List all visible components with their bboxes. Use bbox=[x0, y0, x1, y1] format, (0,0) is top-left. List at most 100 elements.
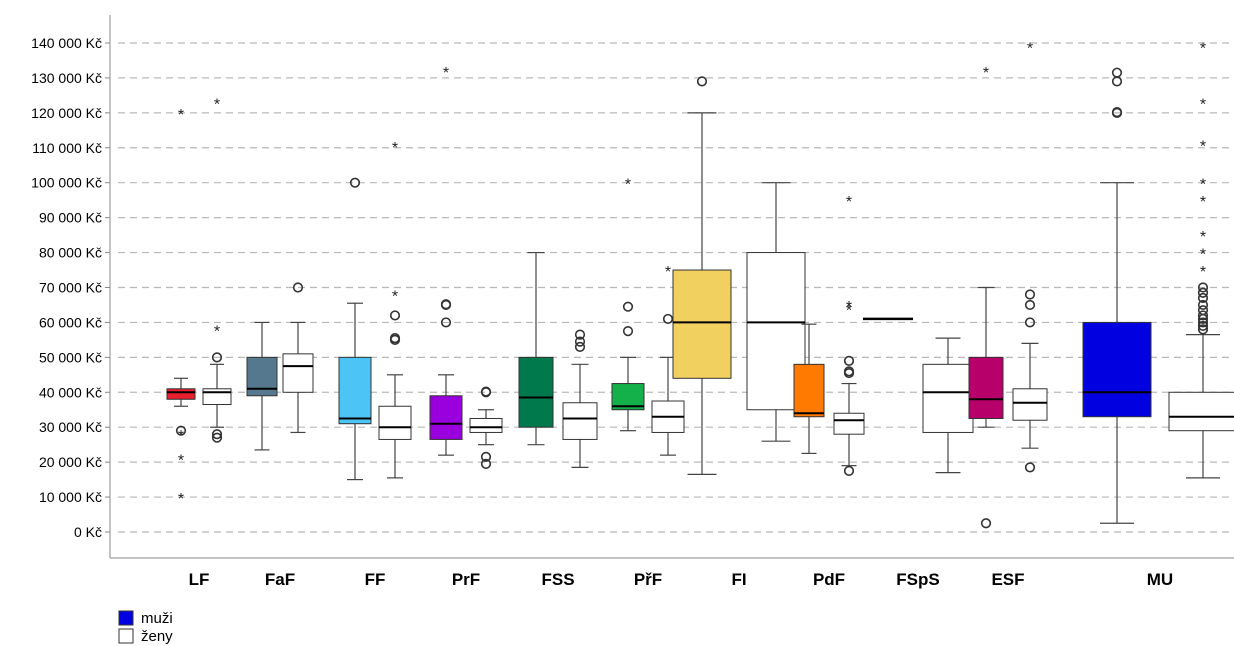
box-PrF-muzi bbox=[429, 395, 463, 440]
box-FI-muzi bbox=[672, 269, 732, 379]
y-tick-label: 10 000 Kč bbox=[39, 489, 102, 505]
box-FaF-zeny bbox=[282, 353, 314, 393]
outlier-PřF-muzi bbox=[622, 301, 634, 312]
y-tick-label: 80 000 Kč bbox=[39, 245, 102, 261]
extreme-MU-zeny: * bbox=[1200, 194, 1206, 211]
outlier-FF-zeny bbox=[389, 333, 401, 344]
extreme-LF-muzi: * bbox=[178, 107, 184, 124]
box-FSpS-zeny bbox=[922, 363, 974, 433]
y-tick-label: 90 000 Kč bbox=[39, 210, 102, 226]
legend-swatch bbox=[118, 628, 134, 644]
box-PrF-zeny bbox=[469, 417, 503, 433]
extreme-MU-zeny: * bbox=[1200, 40, 1206, 57]
x-tick-label: PdF bbox=[813, 570, 845, 589]
extreme-PdF-zeny: * bbox=[846, 194, 852, 211]
extreme-PřF-zeny: * bbox=[665, 264, 671, 281]
y-tick-label: 20 000 Kč bbox=[39, 454, 102, 470]
extreme-PřF-muzi: * bbox=[625, 177, 631, 194]
outlier-PrF-zeny bbox=[480, 451, 492, 463]
extreme-MU-zeny: * bbox=[1200, 229, 1206, 246]
outlier-FSS-zeny bbox=[574, 341, 586, 352]
outlier-ESF-zeny bbox=[1024, 317, 1036, 328]
outlier-FF-zeny bbox=[389, 310, 401, 321]
box-FF-muzi bbox=[338, 356, 372, 425]
x-tick-label: FaF bbox=[265, 570, 295, 589]
box-LF-muzi bbox=[166, 388, 196, 400]
outlier-ESF-muzi bbox=[980, 518, 992, 529]
y-tick-label: 30 000 Kč bbox=[39, 419, 102, 435]
outlier-PřF-zeny bbox=[662, 313, 674, 325]
outlier-LF-muzi bbox=[175, 425, 187, 436]
outlier-MU-zeny bbox=[1197, 282, 1209, 293]
box-FSS-zeny bbox=[562, 402, 598, 440]
outlier-PrF-muzi bbox=[440, 299, 452, 310]
x-axis: LF FaF FF PrF FSS PřF FI PdF FSpS ESF MU bbox=[189, 570, 1174, 589]
outlier-FF-muzi bbox=[349, 177, 361, 188]
extreme-LF-muzi: * bbox=[178, 428, 184, 445]
x-tick-label: FF bbox=[365, 570, 386, 589]
extreme-PrF-muzi: * bbox=[443, 65, 449, 82]
extreme-MU-zeny: * bbox=[1200, 96, 1206, 113]
x-tick-label: FI bbox=[731, 570, 746, 589]
legend-label: muži bbox=[141, 610, 173, 627]
box-FF-zeny bbox=[378, 405, 412, 440]
extreme-FF-zeny: * bbox=[392, 140, 398, 157]
x-tick-label: PřF bbox=[634, 570, 662, 589]
extreme-FF-zeny: * bbox=[392, 288, 398, 305]
outlier-PřF-muzi bbox=[622, 326, 634, 337]
outlier-MU-zeny bbox=[1197, 320, 1209, 332]
extreme-MU-zeny: * bbox=[1200, 247, 1206, 264]
box-MU-muzi bbox=[1082, 321, 1152, 418]
box-PdF-muzi bbox=[793, 363, 825, 418]
extreme-LF-muzi: * bbox=[178, 453, 184, 470]
x-tick-label: MU bbox=[1147, 570, 1173, 589]
x-tick-label: FSS bbox=[541, 570, 574, 589]
box-ESF-muzi bbox=[968, 356, 1004, 419]
box-PdF-zeny bbox=[833, 412, 865, 435]
outlier-LF-zeny bbox=[211, 429, 223, 440]
outlier-MU-zeny bbox=[1197, 324, 1209, 335]
extreme-ESF-zeny: * bbox=[1027, 40, 1033, 57]
outlier-PdF-zeny bbox=[843, 465, 855, 476]
y-tick-label: 0 Kč bbox=[74, 524, 102, 540]
outlier-MU-zeny bbox=[1197, 310, 1209, 321]
y-axis: 0 Kč 10 000 Kč 20 000 Kč 30 000 Kč 40 000 Kč… bbox=[31, 35, 110, 540]
box-FSS-muzi bbox=[518, 356, 554, 428]
outlier-MU-zeny bbox=[1197, 305, 1209, 316]
outlier-PdF-zeny bbox=[843, 355, 855, 366]
box-FaF-muzi bbox=[246, 356, 278, 397]
x-tick-label: LF bbox=[189, 570, 210, 589]
x-tick-label: ESF bbox=[991, 570, 1024, 589]
y-tick-label: 40 000 Kč bbox=[39, 384, 102, 400]
y-tick-label: 110 000 Kč bbox=[32, 140, 102, 156]
extreme-LF-zeny: * bbox=[214, 96, 220, 113]
boxes: ************************ bbox=[166, 40, 1234, 529]
extreme-PdF-zeny: * bbox=[846, 299, 852, 316]
x-tick-label: FSpS bbox=[896, 570, 939, 589]
outlier-MU-muzi bbox=[1111, 67, 1123, 78]
outlier-FaF-zeny bbox=[292, 282, 304, 293]
legend-label: ženy bbox=[141, 628, 173, 645]
outlier-LF-zeny bbox=[211, 432, 223, 443]
outlier-FI-muzi bbox=[696, 76, 708, 87]
outlier-LF-zeny bbox=[211, 352, 223, 363]
outlier-ESF-zeny bbox=[1024, 299, 1036, 311]
box-ESF-zeny bbox=[1012, 388, 1048, 421]
outlier-ESF-zeny bbox=[1024, 462, 1036, 473]
legend-swatch bbox=[118, 610, 134, 626]
outlier-MU-zeny bbox=[1197, 299, 1209, 311]
y-tick-label: 100 000 Kč bbox=[31, 175, 102, 191]
extreme-ESF-muzi: * bbox=[983, 65, 989, 82]
x-tick-label: PrF bbox=[452, 570, 480, 589]
outlier-MU-zeny bbox=[1197, 292, 1209, 304]
extreme-LF-zeny: * bbox=[214, 323, 220, 340]
outlier-MU-muzi bbox=[1111, 107, 1123, 118]
outlier-PdF-zeny bbox=[843, 366, 855, 377]
outlier-PrF-muzi bbox=[440, 317, 452, 328]
outlier-FSS-zeny bbox=[574, 329, 586, 340]
plot-frame bbox=[109, 15, 1234, 559]
outlier-MU-zeny bbox=[1197, 287, 1209, 298]
y-tick-label: 60 000 Kč bbox=[39, 314, 102, 330]
y-tick-label: 50 000 Kč bbox=[39, 349, 102, 365]
